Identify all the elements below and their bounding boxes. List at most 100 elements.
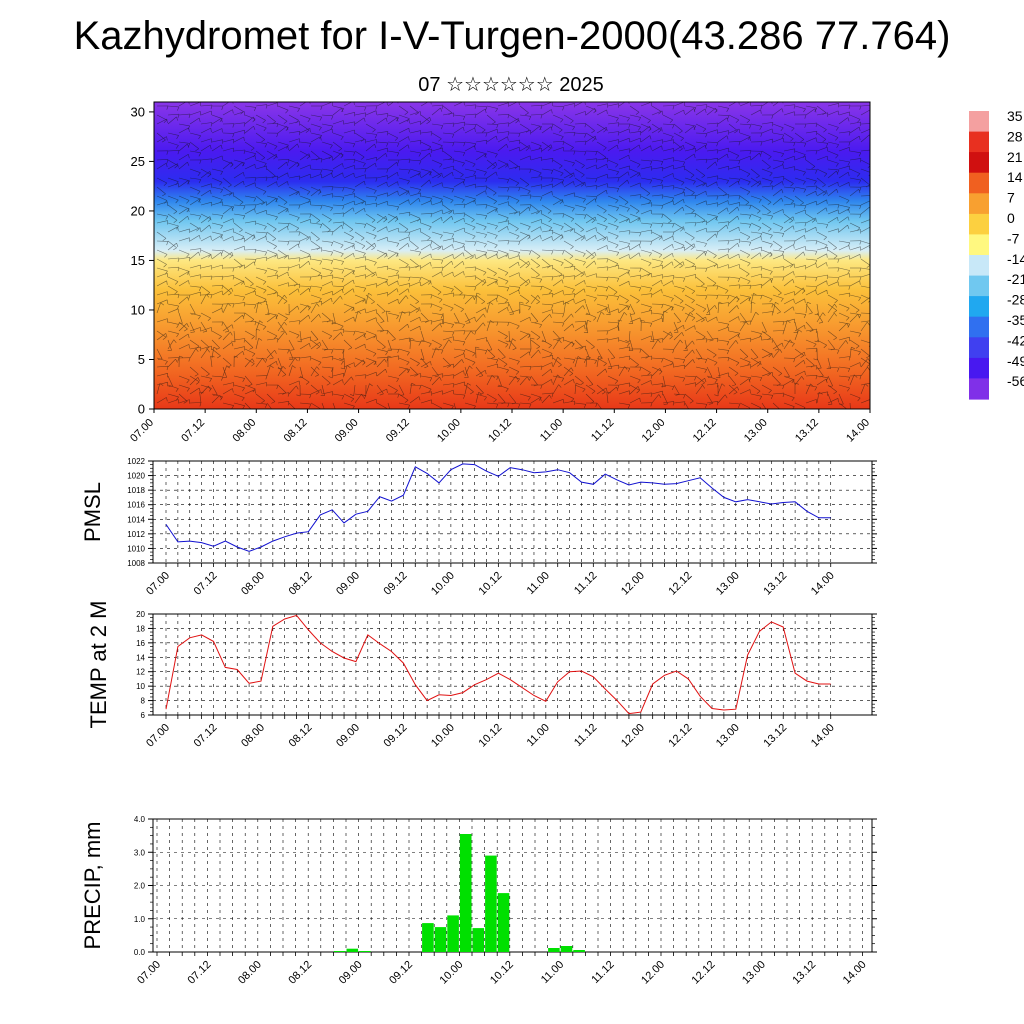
wind-barb <box>222 102 230 107</box>
wind-barb <box>508 339 517 349</box>
wind-barb-flag <box>496 295 499 299</box>
wind-barb <box>156 383 161 395</box>
wind-barb <box>199 392 202 404</box>
wind-barb <box>574 339 584 348</box>
wind-barb <box>211 339 220 349</box>
wind-barb-flag <box>306 191 311 195</box>
wind-barb <box>651 317 663 323</box>
wind-barb <box>486 280 497 287</box>
wind-barb-flag <box>485 140 488 145</box>
wind-barb <box>849 177 861 181</box>
wind-barb <box>343 244 355 251</box>
wind-barb-flag <box>353 173 355 178</box>
wind-barb-flag <box>173 211 178 215</box>
wind-barb <box>431 347 437 359</box>
wind-barb-flag <box>793 271 795 276</box>
wind-barb <box>266 249 278 255</box>
wind-barb <box>299 336 311 341</box>
wind-barb <box>156 249 168 255</box>
wind-barb <box>805 347 818 350</box>
wind-barb <box>310 258 322 262</box>
wind-barb-flag <box>733 392 738 395</box>
wind-barb <box>662 280 673 287</box>
wind-barb <box>310 389 322 395</box>
wind-barb <box>244 261 255 269</box>
wind-barb-flag <box>361 393 365 398</box>
wind-barb-flag <box>584 133 587 138</box>
wind-barb-flag <box>594 360 597 364</box>
wind-barb <box>211 195 223 200</box>
wind-barb-flag <box>694 376 697 381</box>
wind-barb-flag <box>702 128 707 132</box>
wind-barb-flag <box>298 320 301 325</box>
wind-barb <box>750 177 761 185</box>
wind-barb <box>706 276 717 284</box>
wind-barb <box>508 177 519 184</box>
wind-barb <box>409 373 421 377</box>
wind-barb-flag <box>352 306 355 311</box>
wind-barb-flag <box>496 376 499 380</box>
wind-barb-flag <box>716 123 719 128</box>
wind-barb <box>816 392 820 404</box>
wind-barb <box>706 202 718 206</box>
wind-barb-flag <box>452 271 454 277</box>
wind-barb-flag <box>639 217 641 222</box>
wind-barb-flag <box>637 379 641 384</box>
wind-barb <box>321 193 333 197</box>
wind-barb-flag <box>760 151 763 156</box>
wind-barb-flag <box>716 377 721 379</box>
wind-barb <box>728 238 740 242</box>
wind-barb-flag <box>439 307 443 312</box>
wind-barb <box>717 301 720 314</box>
wind-barb <box>728 384 738 393</box>
wind-barb-flag <box>758 217 762 222</box>
wind-barb-flag <box>418 152 422 157</box>
wind-barb-flag <box>867 366 870 371</box>
wind-barb-flag <box>439 299 443 303</box>
wind-barb-flag <box>489 302 494 305</box>
wind-barb-flag <box>210 105 213 110</box>
wind-barb-flag <box>822 312 826 316</box>
wind-barb <box>761 294 773 300</box>
wind-barb <box>156 132 166 141</box>
wind-barb-flag <box>394 137 399 141</box>
wind-barb <box>453 285 463 294</box>
wind-barb-flag <box>607 103 609 108</box>
y-tick-label: 1012 <box>127 530 145 539</box>
wind-barb-flag <box>283 300 288 304</box>
wind-barb-flag <box>472 296 475 301</box>
wind-barb <box>211 168 223 172</box>
wind-barb <box>695 385 703 395</box>
wind-barb <box>607 186 619 189</box>
wind-barb-flag <box>859 121 862 127</box>
wind-barb-flag <box>754 357 759 360</box>
wind-barb <box>849 126 860 134</box>
wind-barb <box>376 226 387 233</box>
wind-barb <box>849 374 855 386</box>
wind-barb-flag <box>357 311 362 314</box>
wind-barb <box>794 285 806 291</box>
wind-barb-flag <box>424 366 429 369</box>
wind-barb <box>255 114 266 121</box>
wind-barb-flag <box>771 122 774 127</box>
wind-barb <box>464 330 472 341</box>
wind-barb-flag <box>756 183 761 187</box>
wind-barb-flag <box>549 314 552 318</box>
wind-barb <box>827 281 839 287</box>
wind-barb <box>816 155 828 161</box>
wind-barb-flag <box>661 127 663 132</box>
wind-barb-flag <box>287 226 289 231</box>
wind-barb-flag <box>447 365 451 368</box>
colorbar-swatch <box>969 275 989 297</box>
wind-barb-flag <box>401 311 406 315</box>
wind-barb-flag <box>330 170 334 175</box>
wind-barb <box>266 349 275 359</box>
wind-barb-flag <box>859 280 861 285</box>
wind-barb-flag <box>363 117 366 122</box>
wind-barb-flag <box>738 238 741 244</box>
wind-barb-flag <box>227 302 231 307</box>
wind-barb <box>585 375 594 385</box>
wind-barb <box>684 312 691 323</box>
wind-barb <box>497 102 509 107</box>
wind-barb-flag <box>529 204 532 209</box>
